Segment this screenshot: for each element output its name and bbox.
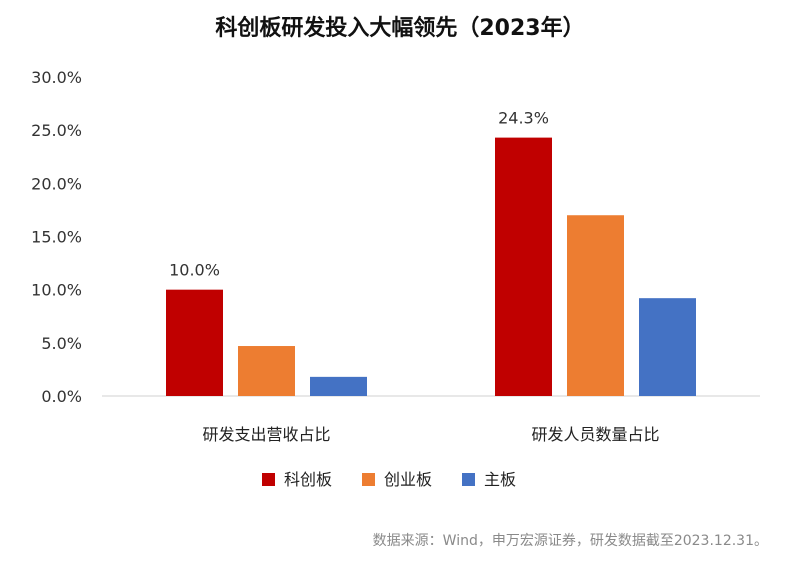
bar <box>310 376 367 396</box>
y-tick-label: 10.0% <box>31 281 82 300</box>
bar <box>639 298 696 396</box>
chart-title: 科创板研发投入大幅领先（2023年） <box>215 16 585 41</box>
bars <box>166 137 696 397</box>
legend-label: 创业板 <box>384 470 432 489</box>
y-axis: 0.0% 5.0% 10.0% 15.0% 20.0% 25.0% 30.0% <box>31 68 82 406</box>
y-tick-label: 5.0% <box>41 334 82 353</box>
x-tick-label: 研发人员数量占比 <box>531 425 659 444</box>
legend-item: 科创板 <box>262 470 332 489</box>
legend-swatch <box>262 473 275 486</box>
legend-label: 科创板 <box>284 470 332 489</box>
legend-item: 主板 <box>462 470 516 489</box>
data-label: 24.3% <box>498 109 549 128</box>
data-labels: 10.0% 24.3% <box>169 109 549 280</box>
legend-swatch <box>362 473 375 486</box>
legend-label: 主板 <box>484 470 516 489</box>
bar-chart: 0.0% 5.0% 10.0% 15.0% 20.0% 25.0% 30.0% 10.0% 2… <box>31 68 760 489</box>
y-tick-label: 20.0% <box>31 174 82 193</box>
data-label: 10.0% <box>169 261 220 280</box>
y-tick-label: 25.0% <box>31 121 82 140</box>
source-note: 数据来源：Wind，申万宏源证券，研发数据截至2023.12.31。 <box>372 533 768 549</box>
bar <box>166 289 223 396</box>
bar <box>238 346 295 396</box>
legend: 科创板 创业板 主板 <box>262 470 516 489</box>
bar <box>567 215 624 396</box>
y-tick-label: 30.0% <box>31 68 82 87</box>
y-tick-label: 15.0% <box>31 228 82 247</box>
bar <box>495 137 552 397</box>
x-axis-categories: 研发支出营收占比 研发人员数量占比 <box>202 425 659 444</box>
x-tick-label: 研发支出营收占比 <box>202 425 330 444</box>
legend-swatch <box>462 473 475 486</box>
y-tick-label: 0.0% <box>41 387 82 406</box>
legend-item: 创业板 <box>362 470 432 489</box>
